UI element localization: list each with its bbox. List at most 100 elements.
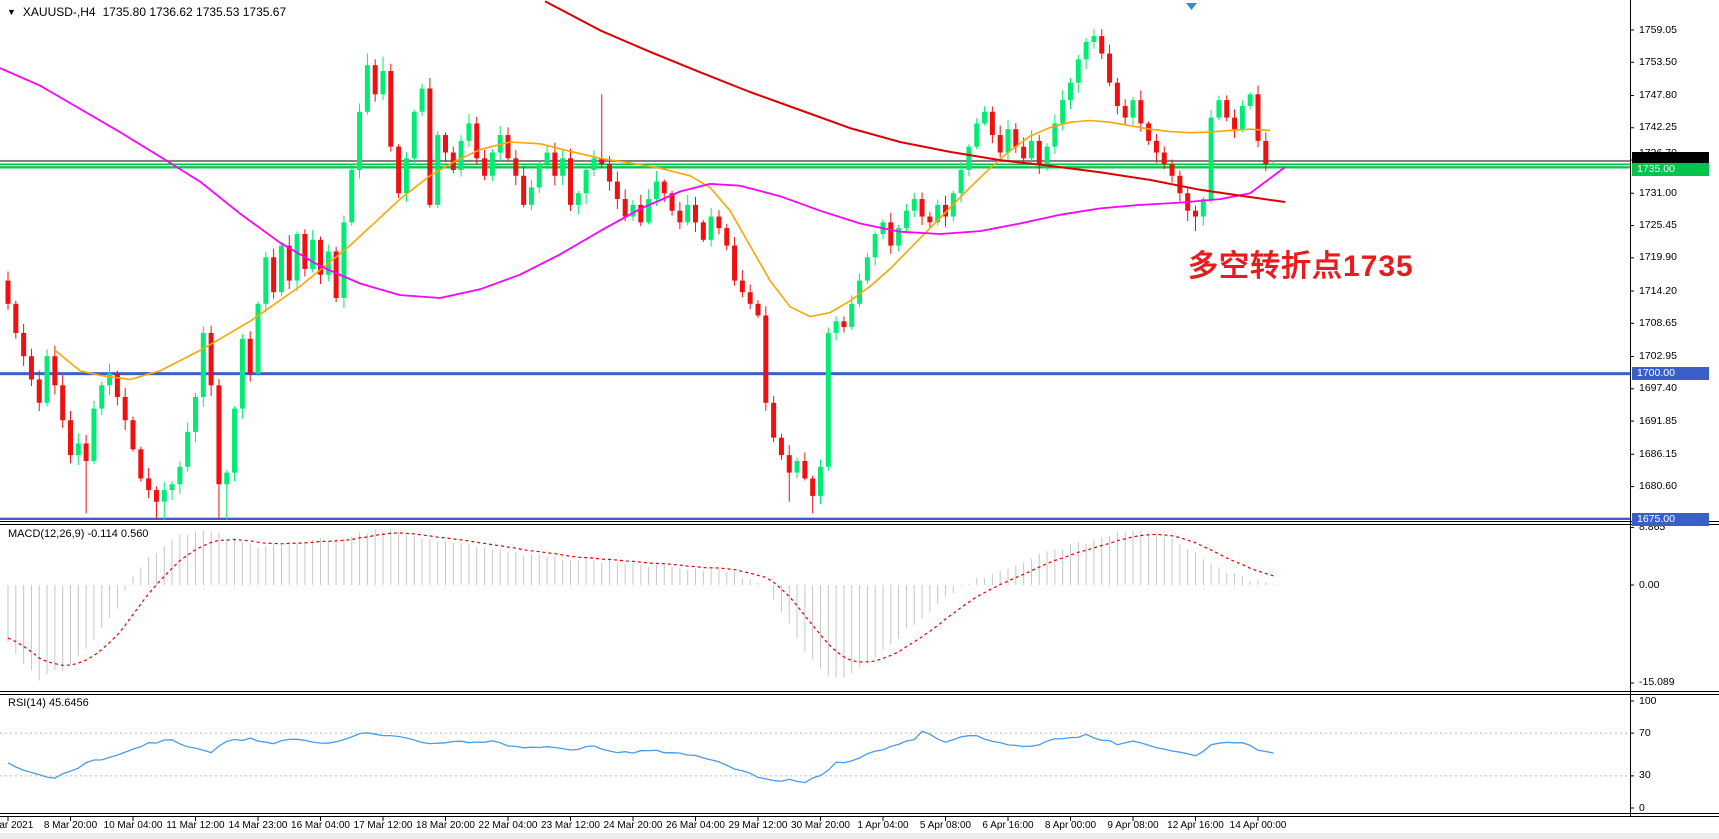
candle-body bbox=[1200, 199, 1206, 217]
candle-body bbox=[927, 216, 933, 223]
candle-body bbox=[318, 239, 323, 275]
candle-body bbox=[825, 332, 831, 467]
candle-body bbox=[255, 303, 261, 374]
candle-body bbox=[396, 146, 402, 194]
candle-body bbox=[919, 199, 925, 217]
time-label: 6 Apr 16:00 bbox=[982, 820, 1034, 831]
chart-text-annotation[interactable]: 多空转折点1735 bbox=[1188, 250, 1414, 283]
price-label-1702.95: 1702.95 bbox=[1639, 350, 1677, 362]
candle-body bbox=[661, 181, 667, 194]
ma-magenta[interactable] bbox=[0, 67, 1286, 299]
price-label-1753.50: 1753.50 bbox=[1639, 55, 1677, 68]
time-label: 5 Mar 2021 bbox=[0, 820, 34, 831]
candle-body bbox=[114, 373, 120, 397]
candle-body bbox=[622, 199, 628, 217]
hline-green-gap bbox=[0, 165, 1630, 167]
candle-body bbox=[138, 449, 144, 479]
candle-body bbox=[997, 135, 1003, 153]
ma-red[interactable] bbox=[544, 0, 1286, 203]
time-label: 11 Mar 12:00 bbox=[166, 820, 225, 831]
candle-body bbox=[560, 158, 566, 176]
candle-body bbox=[575, 193, 581, 205]
candle-body bbox=[1122, 105, 1128, 118]
candle-body bbox=[810, 478, 816, 496]
rsi-label-0: 0 bbox=[1639, 801, 1645, 814]
candle-body bbox=[286, 245, 292, 281]
candle-body bbox=[1232, 117, 1238, 130]
price-label-1697.40: 1697.40 bbox=[1639, 382, 1677, 395]
scroll-to-end-icon[interactable] bbox=[1186, 3, 1197, 10]
candle-body bbox=[349, 169, 355, 223]
candle-body bbox=[310, 239, 316, 269]
candle-body bbox=[536, 164, 542, 188]
time-label: 26 Mar 04:00 bbox=[666, 820, 725, 831]
candle-body bbox=[849, 303, 855, 328]
candle-body bbox=[263, 257, 269, 304]
candle-body bbox=[903, 210, 909, 229]
candle-body bbox=[427, 88, 433, 205]
time-label: 24 Mar 20:00 bbox=[603, 820, 663, 831]
candle-body bbox=[68, 420, 73, 456]
candle-body bbox=[1208, 117, 1214, 200]
horizontal-lines[interactable] bbox=[0, 159, 1630, 521]
candle-body bbox=[1130, 100, 1136, 118]
time-label: 22 Mar 04:00 bbox=[478, 820, 538, 831]
ma-orange[interactable] bbox=[54, 119, 1271, 381]
candle-body bbox=[943, 204, 948, 217]
symbol-title: ▼ XAUUSD-,H4 1735.80 1736.62 1735.53 173… bbox=[7, 5, 286, 19]
time-label: 30 Mar 20:00 bbox=[791, 820, 850, 831]
candle-body bbox=[708, 216, 714, 240]
hline-gray[interactable] bbox=[0, 159, 1630, 162]
candle-body bbox=[1091, 36, 1097, 42]
candle-body bbox=[239, 338, 245, 409]
time-label: 8 Apr 00:00 bbox=[1044, 820, 1097, 831]
candle-body bbox=[1083, 41, 1089, 60]
candle-body bbox=[771, 402, 777, 438]
candle-body bbox=[1169, 164, 1175, 176]
candle-body bbox=[5, 280, 11, 304]
hline-blue-1675[interactable] bbox=[0, 517, 1630, 521]
hline-tag-1735.00: 1735.00 bbox=[1632, 163, 1709, 177]
hline-tag-1675.00: 1675.00 bbox=[1632, 512, 1709, 526]
candle-body bbox=[466, 123, 472, 141]
candle-body bbox=[982, 111, 988, 124]
candle-body bbox=[747, 292, 753, 304]
candle-body bbox=[818, 466, 823, 496]
candle-body bbox=[599, 158, 605, 165]
dropdown-triangle-icon[interactable]: ▼ bbox=[7, 7, 16, 17]
candle-body bbox=[755, 303, 761, 316]
time-label: 29 Mar 12:00 bbox=[728, 820, 788, 831]
hline-tag-1700.00: 1700.00 bbox=[1632, 367, 1709, 381]
candle-body bbox=[1052, 123, 1058, 147]
time-label: 16 Mar 04:00 bbox=[291, 820, 350, 831]
rsi-panel bbox=[0, 730, 1630, 784]
candle-body bbox=[122, 396, 128, 421]
candle-body bbox=[872, 233, 878, 258]
candle-body bbox=[1224, 100, 1230, 118]
rsi-label-70: 70 bbox=[1639, 726, 1651, 739]
candle-body bbox=[1044, 146, 1050, 165]
candle-body bbox=[1138, 100, 1144, 124]
panel-separators bbox=[0, 0, 1719, 817]
hline-blue-1700[interactable] bbox=[0, 372, 1630, 376]
candle-body bbox=[224, 472, 230, 485]
candle-body bbox=[60, 385, 66, 421]
candle-body bbox=[1216, 100, 1222, 118]
price-label-1686.15: 1686.15 bbox=[1639, 447, 1677, 460]
candle-body bbox=[146, 478, 152, 491]
candle-body bbox=[724, 228, 730, 246]
candle-body bbox=[778, 437, 784, 456]
candle-body bbox=[357, 111, 363, 170]
candle-body bbox=[91, 408, 97, 461]
candle-body bbox=[794, 460, 800, 473]
candle-body bbox=[607, 164, 613, 182]
candle-body bbox=[521, 175, 527, 205]
candle-body bbox=[333, 251, 339, 299]
time-label: 18 Mar 20:00 bbox=[416, 820, 475, 831]
candle-body bbox=[364, 65, 370, 112]
candle-body bbox=[974, 123, 980, 147]
candle-body bbox=[1146, 123, 1152, 141]
rsi-label-100: 100 bbox=[1639, 694, 1657, 707]
candle-body bbox=[528, 187, 534, 205]
